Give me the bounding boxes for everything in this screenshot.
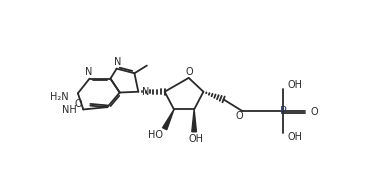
Text: O: O — [310, 107, 318, 117]
Text: OH: OH — [188, 134, 203, 144]
Text: OH: OH — [287, 80, 302, 90]
Text: NH: NH — [62, 105, 76, 115]
Polygon shape — [163, 109, 174, 130]
Text: HO: HO — [148, 130, 163, 140]
Text: P: P — [280, 106, 286, 116]
Polygon shape — [192, 109, 196, 132]
Text: O: O — [186, 68, 193, 77]
Text: O: O — [75, 99, 82, 109]
Text: H₂N: H₂N — [50, 92, 69, 102]
Text: O: O — [235, 111, 243, 121]
Text: N: N — [85, 68, 92, 77]
Text: OH: OH — [287, 132, 302, 142]
Text: N: N — [114, 57, 122, 68]
Text: N: N — [142, 87, 149, 97]
